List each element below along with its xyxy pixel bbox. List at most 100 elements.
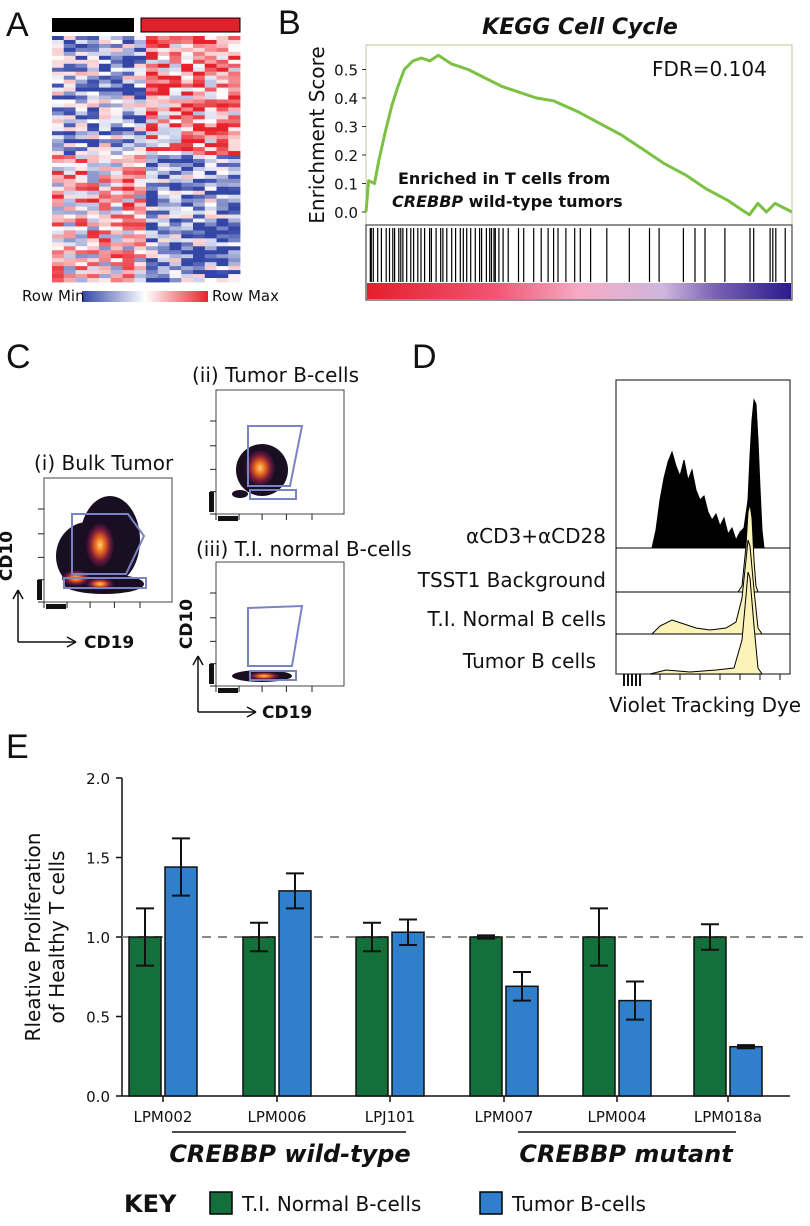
heatmap-cell: [216, 250, 229, 255]
heatmap-cell: [146, 254, 159, 259]
heatmap-cell: [216, 83, 229, 88]
heatmap-cell: [216, 107, 229, 112]
heatmap-cell: [122, 139, 135, 144]
heatmap-cell: [75, 254, 88, 259]
heatmap-cell: [134, 115, 147, 120]
heatmap-cell: [169, 127, 182, 132]
heatmap-cell: [193, 151, 206, 156]
heatmap-cell: [228, 174, 241, 180]
heatmap-cell: [169, 250, 182, 255]
heatmap-cell: [228, 43, 241, 49]
heatmap-cell: [204, 262, 217, 267]
heatmap-cell: [99, 214, 112, 219]
heatmap-cell: [63, 79, 76, 85]
heatmap-cell: [87, 91, 100, 96]
bar-tumor: [278, 890, 312, 1097]
heatmap-cell: [204, 147, 217, 152]
heatmap-cell: [110, 119, 123, 124]
heatmap-cell: [204, 135, 217, 140]
heatmap-cell: [87, 210, 100, 215]
panel-e: E 0.00.51.01.52.0 LPM002 LPM006 LPJ101 LPM0…: [6, 728, 808, 1218]
heatmap-cell: [134, 39, 147, 45]
heatmap-cell: [75, 131, 88, 136]
heatmap-cell: [134, 119, 147, 124]
heatmap-cell: [110, 87, 123, 92]
heatmap-cell: [122, 103, 135, 108]
heatmap-cell: [216, 67, 229, 73]
bar-ylabel-line2: of Healthy T cells: [45, 851, 69, 1024]
heatmap-cell: [75, 242, 88, 247]
heatmap-cell: [63, 186, 76, 192]
category-label: LPM007: [475, 1108, 534, 1126]
heatmap-cell: [87, 99, 100, 104]
heatmap-cell: [63, 266, 76, 271]
heatmap-cell: [204, 238, 217, 243]
heatmap-cell: [216, 135, 229, 140]
heatmap-cell: [134, 67, 147, 73]
heatmap-cell: [157, 230, 170, 235]
heatmap-cell: [146, 91, 159, 96]
heatmap-cell: [204, 170, 217, 176]
heatmap-cell: [146, 63, 159, 69]
heatmap-cell: [52, 246, 65, 251]
heatmap-cell: [157, 79, 170, 85]
heatmap-cell: [181, 218, 194, 223]
heatmap-cell: [157, 155, 170, 160]
heatmap-cell: [99, 95, 112, 100]
heatmap-cell: [216, 131, 229, 136]
heatmap-cell: [134, 47, 147, 53]
heatmap-cell: [134, 139, 147, 144]
heatmap-cell: [228, 131, 241, 136]
heatmap-cell: [122, 131, 135, 136]
heatmap-cell: [63, 234, 76, 239]
heatmap-cell: [204, 258, 217, 263]
heatmap-cell: [193, 119, 206, 124]
wildtype-tumors-text: wild-type tumors: [463, 192, 622, 211]
heatmap-cell: [216, 258, 229, 263]
heatmap-cell: [75, 103, 88, 108]
heatmap-cell: [228, 178, 241, 184]
heatmap-cell: [146, 147, 159, 152]
heatmap-cell: [122, 71, 135, 77]
heatmap-cell: [110, 75, 123, 81]
heatmap-cell: [216, 39, 229, 45]
heatmap-cell: [157, 107, 170, 112]
heatmap-cell: [157, 218, 170, 223]
heatmap-cell: [134, 123, 147, 128]
heatmap-cell: [134, 274, 147, 279]
heatmap-cell: [134, 99, 147, 104]
heatmap-cell: [193, 155, 206, 160]
heatmap-cell: [87, 135, 100, 140]
heatmap-cell: [122, 63, 135, 69]
heatmap-cell: [169, 246, 182, 251]
heatmap-cell: [228, 103, 241, 108]
heatmap-cell: [52, 51, 65, 57]
heatmap-cell: [181, 131, 194, 136]
heatmap-cell: [181, 135, 194, 140]
heatmap-cell: [193, 270, 206, 275]
heatmap-cell: [134, 198, 147, 204]
heatmap-cell: [169, 147, 182, 152]
heatmap-cell: [204, 115, 217, 120]
bar-tumor: [505, 985, 539, 1097]
heatmap-cell: [181, 254, 194, 259]
heatmap-cell: [146, 250, 159, 255]
heatmap-cell: [87, 55, 100, 61]
heatmap-cell: [146, 139, 159, 144]
heatmap-cell: [63, 155, 76, 160]
heatmap-cell: [63, 135, 76, 140]
heatmap-cell: [99, 258, 112, 263]
heatmap-cell: [87, 151, 100, 156]
gsea-ytick-label: 0.1: [334, 176, 358, 194]
category-label: LPJ101: [365, 1108, 415, 1126]
heatmap-cell: [110, 170, 123, 176]
normal-plot-frame: [215, 561, 345, 687]
heatmap-cell: [169, 99, 182, 104]
heatmap-cell: [52, 202, 65, 208]
heatmap-cell: [87, 147, 100, 152]
heatmap-cell: [63, 91, 76, 96]
heatmap-cell: [157, 198, 170, 204]
heatmap-cell: [146, 278, 159, 283]
heatmap-cell: [146, 99, 159, 104]
heatmap-cell: [52, 159, 65, 164]
